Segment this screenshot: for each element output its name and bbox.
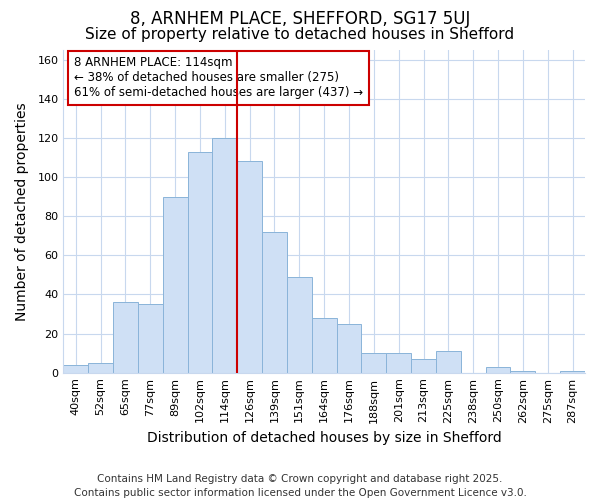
Bar (337, 324, 361, 372)
Bar (88, 363, 113, 372)
Bar (163, 196, 188, 372)
Bar (113, 302, 138, 372)
Text: 8, ARNHEM PLACE, SHEFFORD, SG17 5UJ: 8, ARNHEM PLACE, SHEFFORD, SG17 5UJ (130, 10, 470, 28)
Bar (64, 365, 88, 372)
Text: 8 ARNHEM PLACE: 114sqm
← 38% of detached houses are smaller (275)
61% of semi-de: 8 ARNHEM PLACE: 114sqm ← 38% of detached… (74, 56, 363, 100)
Bar (188, 152, 212, 372)
Text: Size of property relative to detached houses in Shefford: Size of property relative to detached ho… (85, 28, 515, 42)
Text: Contains HM Land Registry data © Crown copyright and database right 2025.
Contai: Contains HM Land Registry data © Crown c… (74, 474, 526, 498)
Bar (485, 367, 511, 372)
Bar (511, 370, 535, 372)
Bar (212, 138, 237, 372)
Bar (138, 304, 163, 372)
Y-axis label: Number of detached properties: Number of detached properties (15, 102, 29, 320)
Bar (386, 353, 411, 372)
Bar (436, 351, 461, 372)
Bar (237, 162, 262, 372)
Bar (411, 359, 436, 372)
Bar (560, 370, 585, 372)
X-axis label: Distribution of detached houses by size in Shefford: Distribution of detached houses by size … (147, 431, 502, 445)
Bar (287, 277, 312, 372)
Bar (312, 318, 337, 372)
Bar (361, 353, 386, 372)
Bar (262, 232, 287, 372)
